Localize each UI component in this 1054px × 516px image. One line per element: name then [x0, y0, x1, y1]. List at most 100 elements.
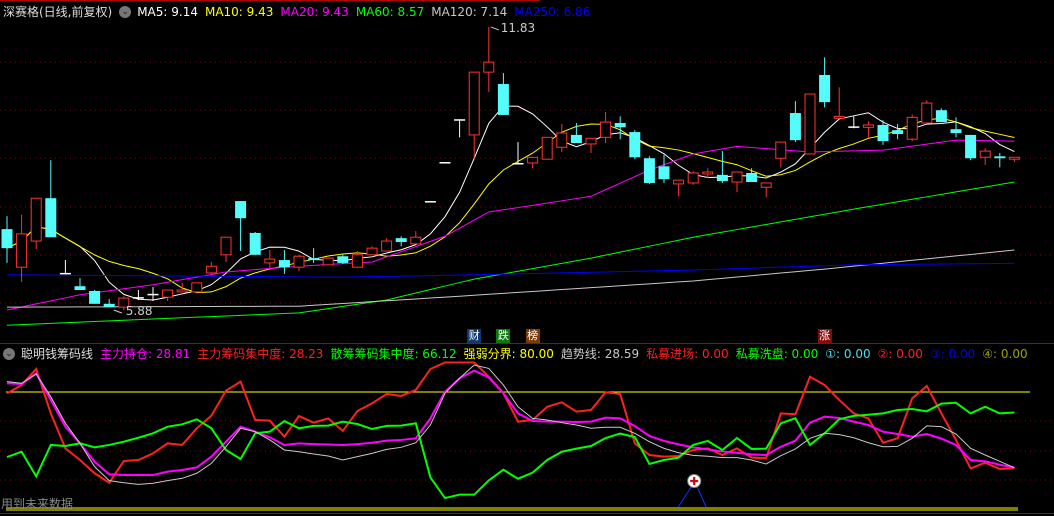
indicator-line-3 [6, 364, 1015, 485]
candle [497, 73, 509, 115]
candle [1008, 156, 1020, 163]
candle [16, 214, 28, 282]
candle-body [30, 197, 42, 242]
candle-body [89, 290, 101, 304]
candle-body [118, 297, 130, 308]
candle [235, 201, 247, 252]
candle-body [760, 182, 772, 188]
candle-body [439, 162, 451, 164]
ma20-label: MA20: 9.43 [280, 4, 349, 19]
candle [862, 121, 874, 139]
line-ma120 [6, 249, 1015, 308]
candle-body [16, 233, 28, 268]
candle-body [570, 134, 582, 144]
candle [687, 171, 699, 185]
candle [176, 282, 188, 293]
candle [191, 282, 203, 293]
ma10-label: MA10: 9.43 [204, 4, 274, 19]
candle-body [351, 254, 363, 268]
candle [322, 257, 334, 266]
candle-body [249, 232, 261, 255]
candle-body [585, 137, 597, 145]
candle [760, 182, 772, 198]
indicator-item: ①: 0.00 [825, 346, 871, 361]
tag-zhang[interactable]: 涨 [817, 329, 832, 343]
candle-body [220, 236, 232, 256]
candle-body [950, 129, 962, 134]
candle [658, 154, 670, 183]
candle-body [702, 171, 714, 175]
candle [395, 236, 407, 247]
candle [249, 231, 261, 255]
indicator-item: 主力筹码集中度: 28.23 [197, 347, 324, 361]
candle-body [965, 134, 977, 159]
candle-body [235, 201, 247, 219]
indicator-item: 私募进场: 0.00 [646, 347, 729, 361]
candle [877, 120, 889, 145]
candle-body [264, 258, 276, 264]
candle [731, 171, 743, 193]
candle-body [132, 297, 144, 299]
candle-body [337, 256, 349, 263]
candle-body [731, 171, 743, 183]
candle [702, 168, 714, 179]
candle-body [45, 198, 57, 238]
ma60-label: MA60: 8.57 [355, 4, 425, 19]
candle-body [278, 260, 290, 268]
line-ma5 [6, 105, 1015, 301]
candle [351, 251, 363, 268]
candle [424, 201, 436, 203]
indicator-item: 强弱分界: 80.00 [463, 347, 554, 361]
candle [570, 123, 582, 144]
candle-body [789, 113, 801, 141]
candle [789, 101, 801, 143]
candle-body [424, 201, 436, 203]
candle-body [541, 136, 553, 160]
candle-body [775, 141, 787, 159]
candle [819, 57, 831, 108]
candle-body [935, 110, 947, 123]
candle-body [673, 179, 685, 185]
chevron-down-icon[interactable]: ⌄ [3, 347, 15, 360]
candle-body [746, 172, 758, 183]
tag-bang[interactable]: 榜 [525, 329, 540, 343]
candle [410, 231, 422, 245]
candle-body [1008, 156, 1020, 160]
candle [614, 116, 626, 140]
candle [921, 100, 933, 124]
candle-body [497, 84, 509, 115]
candle [906, 114, 918, 142]
main-chart-header: 深赛格(日线,前复权) ⌄ MA5: 9.14 MA10: 9.43 MA20:… [3, 3, 597, 20]
low-arrow [113, 309, 122, 314]
candle-body [293, 255, 305, 268]
candle-body [819, 74, 831, 103]
candle-body [716, 174, 728, 182]
candle-body [877, 124, 889, 142]
candle [600, 112, 612, 144]
candle [468, 71, 480, 159]
chevron-down-icon[interactable]: ⌄ [119, 5, 132, 18]
volume-baseline-bar [6, 507, 1018, 511]
indicator-item: 趋势线: 28.59 [560, 347, 640, 361]
indicator-line-0 [6, 361, 1015, 485]
candle-body [862, 124, 874, 128]
indicator-item: 私募洗盘: 0.00 [735, 347, 819, 361]
candle-body [381, 240, 393, 252]
line-ma250 [6, 262, 1015, 278]
candle-body [892, 130, 904, 134]
candle [103, 299, 115, 308]
stock-title: 深赛格(日线,前复权) [3, 5, 113, 19]
candle [308, 248, 320, 263]
tag-die[interactable]: 跌 [496, 329, 511, 343]
candle-body [468, 71, 480, 136]
candle [673, 179, 685, 197]
indicator-line-1 [6, 369, 1015, 477]
candle-body [1, 229, 13, 249]
candle-body [643, 158, 655, 183]
candle-body [614, 123, 626, 128]
indicator-item: ④: 0.00 [982, 346, 1028, 361]
indicator-item: 主力持仓: 28.81 [100, 347, 191, 361]
tag-cai[interactable]: 财 [467, 329, 482, 343]
candle [264, 250, 276, 270]
